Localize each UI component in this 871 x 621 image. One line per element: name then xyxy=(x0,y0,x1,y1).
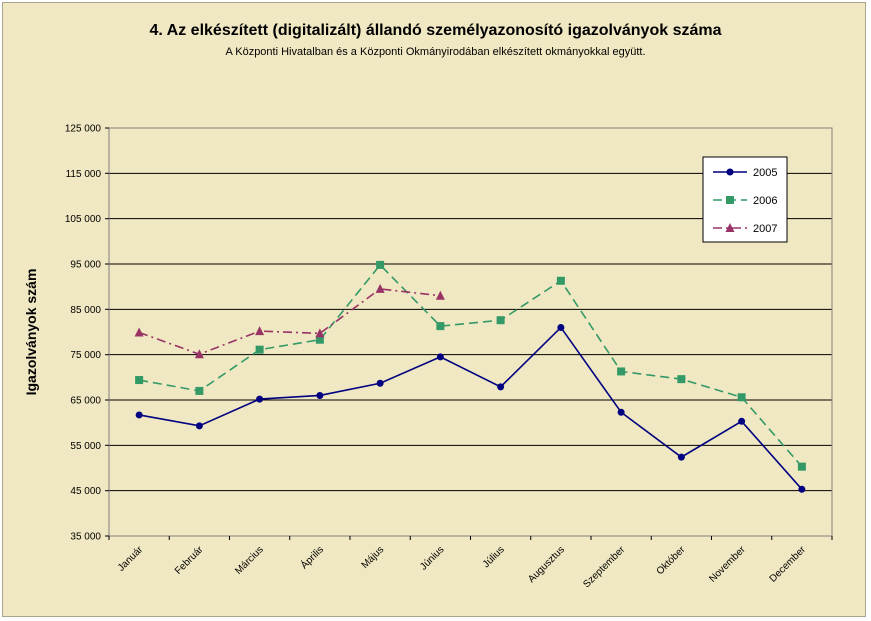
data-point-2005 xyxy=(798,485,806,493)
x-tick-label: November xyxy=(707,544,748,585)
series-2007 xyxy=(134,283,445,359)
series-line-2007 xyxy=(138,288,441,356)
data-point-2006 xyxy=(737,393,746,402)
data-point-2005 xyxy=(135,411,143,419)
data-point-2006 xyxy=(797,462,806,471)
data-point-2007 xyxy=(375,283,385,293)
x-axis-ticks: Január Február Március Április Május Június Jú… xyxy=(108,536,833,590)
data-point-2005 xyxy=(436,353,444,361)
series-2005 xyxy=(135,323,806,493)
data-point-2005 xyxy=(738,417,746,425)
data-point-2005 xyxy=(617,408,625,416)
x-tick-label: Január xyxy=(116,544,146,574)
data-point-2006 xyxy=(135,376,144,385)
legend-marker-2006 xyxy=(726,196,734,204)
data-point-2006 xyxy=(255,345,264,354)
data-point-2005 xyxy=(376,379,384,387)
data-point-2007 xyxy=(435,290,445,300)
y-tick-label: 65 000 xyxy=(70,396,101,407)
y-axis-ticks: 35 000 45 000 55 000 65 000 75 000 85 000 95 0… xyxy=(65,124,109,543)
y-tick-label: 125 000 xyxy=(65,124,102,135)
x-tick-label: Szeptember xyxy=(581,544,627,590)
y-tick-label: 95 000 xyxy=(70,260,101,271)
data-point-2005 xyxy=(256,395,264,403)
data-point-2006 xyxy=(436,322,445,331)
data-point-2005 xyxy=(316,391,324,399)
data-point-2006 xyxy=(677,375,686,384)
data-point-2007 xyxy=(194,349,204,359)
data-point-2006 xyxy=(195,386,204,395)
legend-marker-2005 xyxy=(726,168,734,176)
x-tick-label: Október xyxy=(655,544,688,577)
x-tick-label: Július xyxy=(481,544,507,570)
legend-label-2005: 2005 xyxy=(753,167,777,179)
y-tick-label: 55 000 xyxy=(70,441,101,452)
x-tick-label: Március xyxy=(233,544,266,577)
data-point-2005 xyxy=(497,383,505,391)
y-tick-label: 115 000 xyxy=(66,169,102,180)
series-line-2005 xyxy=(138,326,803,490)
legend-marker-2007 xyxy=(725,223,735,232)
x-tick-label: Április xyxy=(298,543,326,571)
chart-subtitle: A Központi Hivatalban és a Központi Okmá… xyxy=(225,46,646,58)
y-tick-label: 75 000 xyxy=(70,350,101,361)
y-tick-label: 105 000 xyxy=(65,214,102,225)
legend-label-2006: 2006 xyxy=(753,195,777,207)
data-point-2007 xyxy=(134,327,144,337)
y-tick-label: 35 000 xyxy=(70,532,101,543)
x-tick-label: Augusztus xyxy=(526,544,567,585)
data-point-2005 xyxy=(195,422,203,430)
legend-label-2007: 2007 xyxy=(753,223,777,235)
y-tick-label: 45 000 xyxy=(70,486,101,497)
x-tick-label: December xyxy=(768,544,809,585)
data-point-2007 xyxy=(255,326,265,336)
x-tick-label: Június xyxy=(418,544,446,572)
legend: 2005 2006 2007 xyxy=(702,156,788,243)
y-tick-label: 85 000 xyxy=(70,305,101,316)
series-line-2006 xyxy=(138,263,803,468)
data-point-2007 xyxy=(315,328,325,338)
data-point-2006 xyxy=(315,335,324,344)
series-layer xyxy=(134,260,806,493)
x-tick-label: Május xyxy=(360,544,387,571)
data-point-2006 xyxy=(376,260,385,269)
data-point-2006 xyxy=(496,316,505,325)
data-point-2006 xyxy=(556,276,565,285)
chart-title: 4. Az elkészített (digitalizált) állandó… xyxy=(149,22,722,39)
data-point-2005 xyxy=(677,453,685,461)
data-point-2005 xyxy=(557,323,565,331)
x-tick-label: Február xyxy=(173,544,206,577)
y-axis-label: Igazolványok szám xyxy=(23,269,39,396)
series-2006 xyxy=(135,260,806,471)
data-point-2006 xyxy=(617,367,626,376)
